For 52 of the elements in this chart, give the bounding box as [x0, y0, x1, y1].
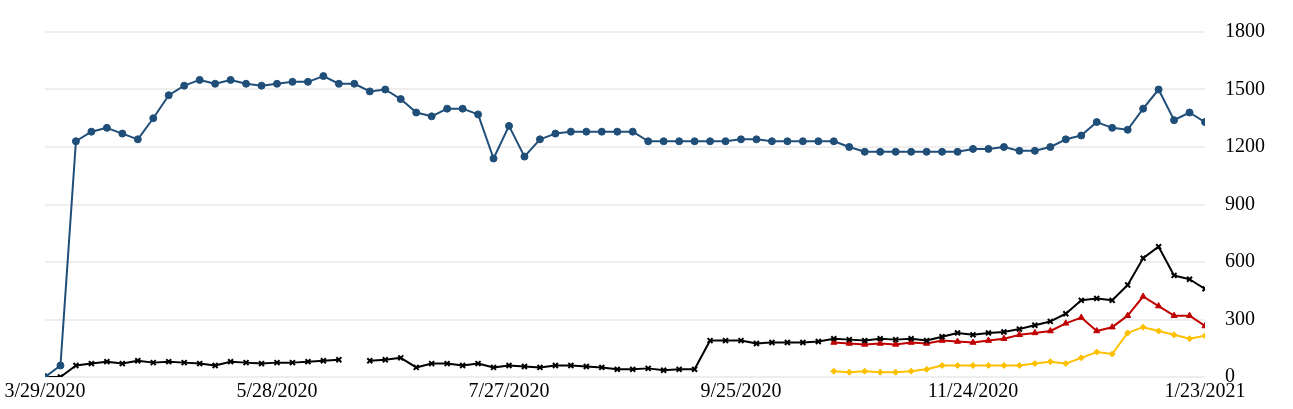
point	[1077, 313, 1085, 320]
y-tick-label: 300	[1225, 306, 1255, 329]
point	[1046, 327, 1054, 334]
point	[1015, 330, 1023, 338]
point	[1186, 311, 1194, 318]
point	[1062, 360, 1070, 368]
point	[984, 362, 992, 369]
point	[938, 362, 946, 369]
point	[969, 362, 977, 369]
point	[1124, 329, 1132, 337]
point	[861, 367, 869, 375]
y-tick-label: 1500	[1225, 76, 1265, 99]
point	[1108, 323, 1116, 330]
point	[954, 337, 962, 344]
point	[1170, 311, 1178, 318]
x-tick-label: 5/28/2020	[236, 379, 318, 402]
point	[1077, 354, 1085, 362]
point	[907, 367, 915, 375]
x-tick-label: 11/24/2020	[927, 379, 1019, 402]
x-tick-label: 9/25/2020	[700, 379, 782, 402]
point	[1093, 348, 1101, 356]
point	[845, 368, 853, 376]
point	[1046, 358, 1054, 366]
y-tick-label: 600	[1225, 249, 1255, 272]
point	[876, 368, 884, 376]
point	[1155, 302, 1163, 309]
x-tick-label: 3/29/2020	[4, 379, 86, 402]
point	[1093, 327, 1101, 334]
point	[1031, 360, 1039, 368]
point	[892, 340, 900, 347]
point	[1015, 362, 1023, 369]
point	[1170, 331, 1178, 339]
point	[1000, 334, 1008, 341]
point	[892, 368, 900, 376]
point	[876, 339, 884, 346]
x-tick-label: 7/27/2020	[468, 379, 550, 402]
point	[1062, 319, 1070, 326]
y-tick-label: 1200	[1225, 134, 1265, 157]
point	[1000, 362, 1008, 369]
point	[830, 367, 838, 375]
point	[984, 336, 992, 343]
point	[1124, 311, 1132, 318]
point	[969, 338, 977, 345]
point	[1155, 327, 1163, 335]
y-tick-label: 900	[1225, 191, 1255, 214]
point	[1186, 335, 1194, 343]
point	[1139, 323, 1147, 331]
point	[1139, 292, 1147, 299]
y-tick-label: 1800	[1225, 19, 1265, 42]
point	[923, 365, 931, 373]
point	[1108, 350, 1116, 358]
point	[1031, 328, 1039, 336]
